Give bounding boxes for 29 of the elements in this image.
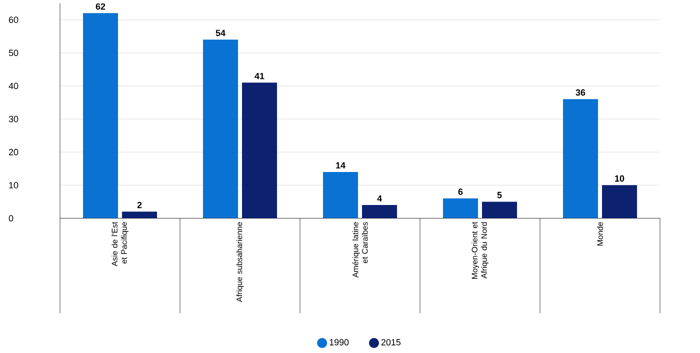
data-label: 6 xyxy=(458,188,463,195)
bar xyxy=(563,99,598,218)
y-tick-label: 10 xyxy=(9,182,18,188)
legend-label: 1990 xyxy=(330,338,349,346)
data-label: 10 xyxy=(615,175,624,182)
y-tick-label: 60 xyxy=(8,16,18,23)
data-label: 5 xyxy=(497,192,502,198)
bar xyxy=(122,212,158,218)
data-label: 4 xyxy=(377,195,382,202)
data-label: 36 xyxy=(576,89,586,96)
y-tick-label: 40 xyxy=(8,82,18,90)
data-label: 41 xyxy=(254,72,264,79)
bar xyxy=(443,198,478,218)
y-tick-label: 0 xyxy=(8,214,14,222)
data-label: 2 xyxy=(137,202,142,208)
bar xyxy=(203,40,238,218)
bar xyxy=(83,13,118,218)
data-label: 62 xyxy=(96,3,106,10)
data-label: 14 xyxy=(336,162,346,168)
bar xyxy=(362,204,398,218)
legend-label: 2015 xyxy=(381,338,401,346)
data-label: 54 xyxy=(216,30,226,36)
bar xyxy=(242,82,278,218)
bar xyxy=(323,172,358,218)
y-tick-label: 50 xyxy=(8,50,18,56)
y-tick-label: 30 xyxy=(8,116,18,122)
y-tick-label: 20 xyxy=(8,148,18,156)
bar xyxy=(482,202,518,218)
bar xyxy=(602,185,638,218)
